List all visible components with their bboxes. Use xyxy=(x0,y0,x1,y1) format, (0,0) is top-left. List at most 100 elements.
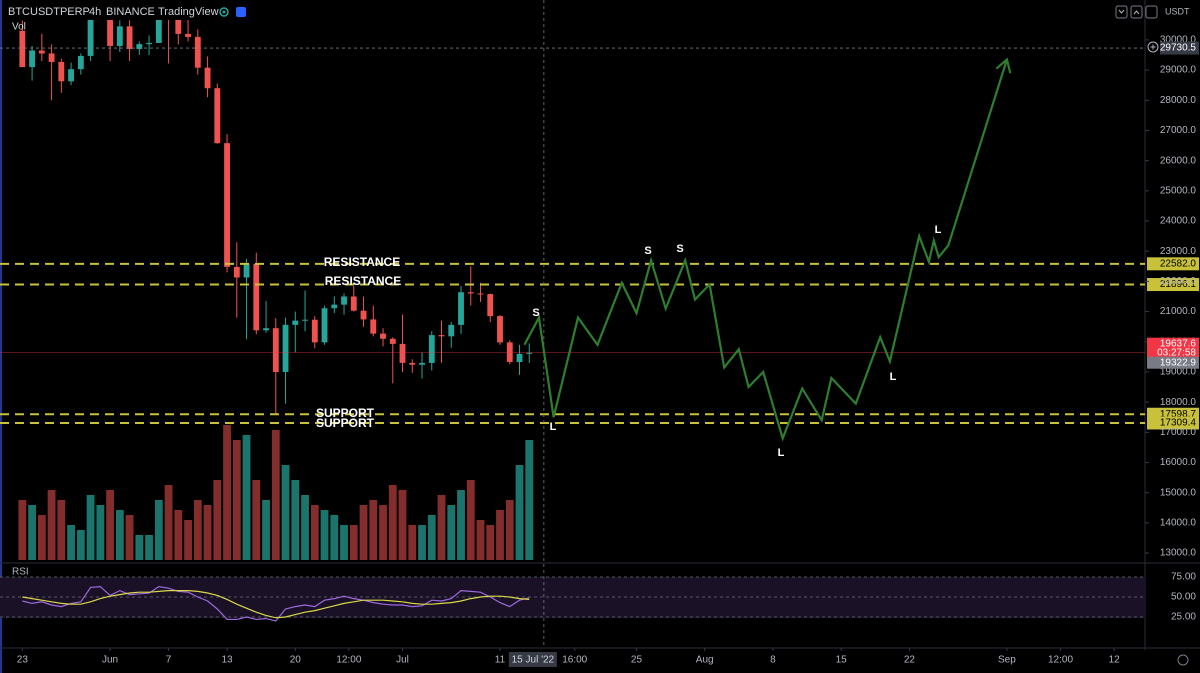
volume-bar xyxy=(320,510,329,560)
candle-body xyxy=(155,20,162,43)
candle-body xyxy=(487,294,494,317)
volume-bar xyxy=(213,480,222,560)
last-price-label: 19637.6 xyxy=(1160,338,1197,349)
down-icon xyxy=(1118,9,1125,14)
x-tick-label: 13 xyxy=(221,655,233,666)
left-edge xyxy=(0,0,2,673)
candle-body xyxy=(68,69,75,82)
volume-bar xyxy=(349,525,358,560)
x-tick-label: 15 xyxy=(836,655,848,666)
candle-body xyxy=(477,293,484,295)
candle-body xyxy=(87,20,94,56)
x-tick-label: 20 xyxy=(290,655,302,666)
x-tick-label: 23 xyxy=(17,655,29,666)
volume-bar xyxy=(476,520,485,560)
candle-body xyxy=(467,292,474,294)
volume-bar xyxy=(47,490,56,560)
volume-bar xyxy=(486,525,495,560)
candle-body xyxy=(194,36,201,68)
rsi-line xyxy=(22,585,530,622)
volume-bar xyxy=(67,525,75,560)
crosshair-time-label: 15 Jul '22 xyxy=(512,655,555,666)
x-tick-label: 22 xyxy=(904,655,916,666)
status-icon-dot xyxy=(222,10,226,14)
add-alert-plus xyxy=(1150,44,1156,50)
exchange: BINANCE xyxy=(106,6,155,18)
rsi-band xyxy=(0,577,1145,618)
x-tick-label: 11 xyxy=(495,655,506,666)
x-tick-label: 12:00 xyxy=(336,655,361,666)
volume-bar xyxy=(408,525,417,560)
volume-bar xyxy=(525,440,534,560)
volume-bar xyxy=(115,510,124,560)
annotation: L xyxy=(890,371,897,383)
x-tick-label: 12:00 xyxy=(1048,655,1073,666)
annotation: L xyxy=(935,224,942,236)
add-alert-icon[interactable] xyxy=(1147,41,1159,53)
currency: USDT xyxy=(1165,6,1190,16)
x-tick-label: 8 xyxy=(770,655,776,666)
volume-bar xyxy=(164,485,173,560)
volume-bar xyxy=(184,520,192,560)
level-badge-label: 17598.7 xyxy=(1160,409,1197,420)
volume-bar xyxy=(86,495,95,560)
annotation: RESISTANCE xyxy=(324,255,400,269)
x-tick-label: 7 xyxy=(166,655,172,666)
candle-body xyxy=(107,20,113,46)
annotation: L xyxy=(550,421,557,433)
volume-bar xyxy=(242,435,251,560)
volume-bar xyxy=(203,505,212,560)
x-tick-label: Jun xyxy=(102,655,118,666)
annotation: S xyxy=(676,243,683,255)
candle-body xyxy=(331,304,338,309)
candle-body xyxy=(146,42,152,45)
annotation: S xyxy=(532,307,539,319)
symbol: BTCUSDTPERP xyxy=(8,6,90,18)
candle-body xyxy=(214,88,221,144)
volume-bar xyxy=(310,505,319,560)
volume-bar xyxy=(379,505,387,560)
candle-body xyxy=(272,328,279,372)
volume-bar xyxy=(281,465,290,560)
volume-bar xyxy=(418,525,426,560)
volume-bar xyxy=(330,515,339,560)
up-button[interactable] xyxy=(1130,5,1143,19)
maximize-button[interactable] xyxy=(1145,5,1158,19)
y-tick-label: 25000.0 xyxy=(1160,185,1197,196)
volume-bar xyxy=(135,535,144,560)
candle-body xyxy=(253,263,260,331)
volume-bar xyxy=(466,480,475,560)
projection-arrowhead xyxy=(995,57,1012,74)
y-tick-label: 13000.0 xyxy=(1160,548,1197,559)
y-tick-label: 29000.0 xyxy=(1160,65,1197,76)
candle-body xyxy=(341,296,347,305)
volume-bar xyxy=(369,500,378,560)
candle-body xyxy=(321,308,328,343)
candle-body xyxy=(360,310,367,320)
y-tick-label: 18000.0 xyxy=(1160,397,1197,408)
volume-bar xyxy=(125,515,134,560)
volume-bar xyxy=(154,500,163,560)
down-button[interactable] xyxy=(1115,5,1128,19)
volume-bar xyxy=(447,505,456,560)
volume-bar xyxy=(437,495,446,560)
candle-body xyxy=(58,61,65,82)
candle-body xyxy=(302,319,308,321)
level-badge xyxy=(1147,278,1199,292)
annotation: L xyxy=(778,447,785,459)
candle-body xyxy=(77,55,84,70)
candle-body xyxy=(458,292,464,325)
last-price-badge xyxy=(1147,337,1199,359)
rsi-tick-label: 50.00 xyxy=(1171,592,1196,603)
interval: 4h xyxy=(89,6,101,18)
axis-layer: 13000.0 14000.0 15000.0 16000.0 17000.0 18000… xyxy=(17,35,1199,667)
rsi-ma-line xyxy=(22,590,530,619)
settings-icon[interactable] xyxy=(1177,654,1189,666)
volume-bar xyxy=(232,440,241,560)
countdown-label: 03:27:58 xyxy=(1157,347,1196,358)
menu-icon[interactable] xyxy=(236,7,246,17)
candle-body xyxy=(29,50,36,68)
